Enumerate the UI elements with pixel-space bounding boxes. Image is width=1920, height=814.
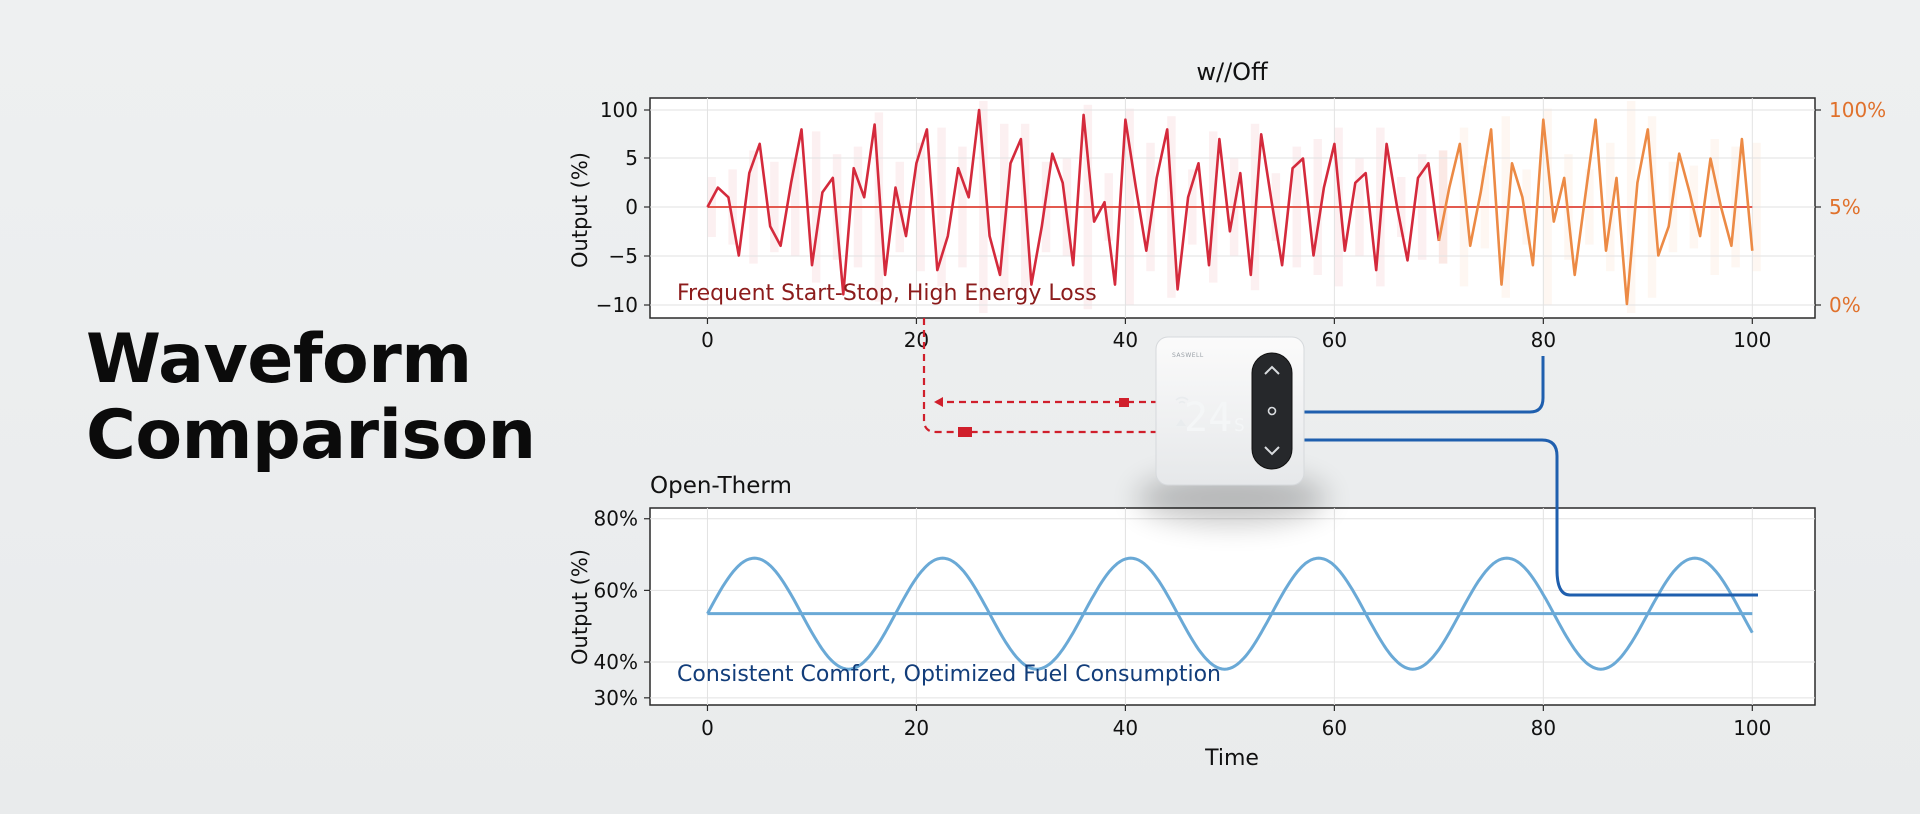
thermostat-display: 24 [1184,395,1232,441]
x-tick-label: 80 [1531,716,1556,740]
opentherm-sine-series [706,556,1754,671]
y-tick-label: 0 [625,195,638,219]
opentherm-y-axis-label: Output (%) [568,549,592,665]
blue-connector-upper [1303,356,1545,414]
blue-connector-lower [1303,438,1758,597]
x-tick-label: 40 [1113,716,1138,740]
y-tick-label: 40% [594,650,638,674]
opentherm-chart: 0 20 40 60 80 100 80% 60% 40% 30% Open-Therm Out… [568,473,1816,771]
red-connector-lower [922,318,1158,434]
flame-icon [1176,419,1186,426]
thermostat-control-pill [1251,352,1293,470]
blue-connector-lines [1303,356,1758,597]
opentherm-x-axis-label: Time [1204,746,1259,771]
x-tick-label: 60 [1322,716,1347,740]
x-tick-label: 0 [701,716,714,740]
y-tick-label: −10 [596,293,638,317]
thermostat-device: SASWELL 24 S [1137,336,1327,524]
x-tick-label: 100 [1733,328,1771,352]
down-button[interactable] [1264,446,1280,456]
opentherm-plot-area [649,507,1816,706]
onoff-annotation: Frequent Start-Stop, High Energy Loss [677,281,1097,306]
onoff-series-orange [1437,118,1754,306]
x-tick-label: 80 [1531,328,1556,352]
onoff-series [706,108,1754,306]
opentherm-series [706,556,1754,671]
onoff-x-ticks: 0 20 40 60 80 100 [701,318,1771,352]
red-arrowhead [934,397,943,407]
headline-line-1: Waveform [86,320,472,399]
red-connector-lines [922,318,1158,437]
x-tick-label: 20 [904,328,929,352]
right-tick-label: 0% [1829,293,1861,317]
red-marker-lower [958,427,972,437]
onoff-right-ticks: 100% 5% 0% [1815,98,1886,317]
thermostat-brand: SASWELL [1172,352,1204,359]
x-tick-label: 100 [1733,716,1771,740]
onoff-y-ticks: 100 5 0 −5 −10 [596,98,650,317]
thermostat-display-unit: S [1234,415,1245,436]
y-tick-label: 80% [594,507,638,531]
chevron-down-icon [1264,446,1280,456]
x-tick-label: 20 [904,716,929,740]
right-tick-label: 5% [1829,195,1861,219]
opentherm-y-ticks: 80% 60% 40% 30% [594,507,650,710]
y-tick-label: 30% [594,686,638,710]
center-button[interactable] [1267,406,1277,416]
opentherm-title: Open-Therm [650,473,792,499]
red-marker-upper [1119,398,1129,407]
onoff-series-red [706,108,1441,296]
y-tick-label: 60% [594,578,638,602]
x-tick-label: 40 [1113,328,1138,352]
up-button[interactable] [1264,365,1280,375]
x-tick-label: 60 [1322,328,1347,352]
x-tick-label: 0 [701,328,714,352]
opentherm-x-ticks: 0 20 40 60 80 100 [701,705,1771,740]
chevron-up-icon [1264,365,1280,375]
circle-icon [1267,406,1277,416]
headline: Waveform Comparison [86,320,536,475]
onoff-y-axis-label: Output (%) [568,152,592,268]
onoff-title: w//Off [1196,58,1268,86]
y-tick-label: −5 [609,244,638,268]
right-tick-label: 100% [1829,98,1886,122]
y-tick-label: 100 [600,98,638,122]
y-tick-label: 5 [625,146,638,170]
headline-line-2: Comparison [86,396,536,475]
wifi-icon [1175,396,1189,404]
opentherm-annotation: Consistent Comfort, Optimized Fuel Consu… [677,662,1221,687]
